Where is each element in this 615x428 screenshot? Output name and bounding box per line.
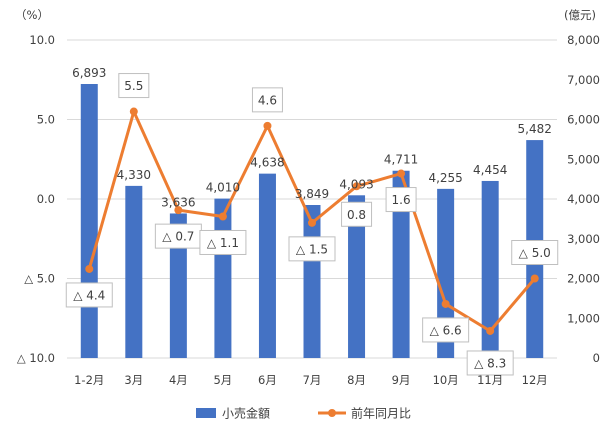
right-axis-tick-label: 0 — [593, 351, 600, 365]
bar-value-label: 3,849 — [295, 187, 329, 201]
line-value-box — [422, 317, 470, 343]
line-value-box — [341, 201, 373, 227]
bar — [481, 180, 499, 358]
line-value-label: △ 6.6 — [430, 323, 462, 337]
right-axis-tick-label: 6,000 — [567, 113, 600, 127]
right-axis-tick-label: 8,000 — [567, 33, 600, 47]
right-axis-tick-label: 1,000 — [567, 311, 600, 325]
line-point — [129, 107, 138, 116]
bar-value-label: 4,711 — [384, 153, 418, 167]
bar-value-label: 4,255 — [428, 171, 462, 185]
left-axis-tick-label: 0.0 — [37, 192, 55, 206]
bar-value-label: 4,454 — [473, 163, 507, 177]
bar-value-label: 4,093 — [339, 177, 373, 191]
line-value-label: △ 5.0 — [519, 246, 551, 260]
line-value-label: △ 1.5 — [296, 242, 328, 256]
bar — [258, 173, 276, 358]
x-axis-tick-label: 8月 — [347, 373, 366, 387]
x-axis-tick-label: 6月 — [258, 373, 277, 387]
line-value-box — [118, 73, 150, 99]
line-point — [263, 121, 272, 130]
right-axis-tick-label: 2,000 — [567, 272, 600, 286]
bar — [348, 195, 366, 358]
x-axis-tick-label: 5月 — [213, 373, 232, 387]
bar — [169, 213, 187, 358]
bar-value-label: 6,893 — [72, 66, 106, 80]
line-value-box — [511, 240, 559, 265]
line-point — [174, 206, 183, 215]
x-axis-tick-label: 7月 — [303, 373, 322, 387]
line-value-label: 5.5 — [124, 79, 143, 93]
line-value-label: 4.6 — [258, 93, 277, 107]
line-value-label: 0.8 — [347, 208, 366, 222]
left-axis-unit: （%） — [15, 8, 49, 22]
x-axis-tick-label: 3月 — [124, 373, 143, 387]
left-axis-tick-label: 5.0 — [37, 113, 55, 127]
line-value-box — [154, 223, 202, 249]
line-value-label: △ 4.4 — [73, 288, 105, 302]
bar-value-label: 3,636 — [161, 195, 195, 209]
line-point — [85, 264, 94, 273]
bar — [80, 84, 98, 359]
legend-label-bar: 小売金額 — [222, 406, 270, 421]
line-value-box — [385, 187, 417, 213]
line-value-label: 1.6 — [392, 193, 411, 207]
line-point — [218, 212, 227, 221]
bar-value-label: 4,638 — [250, 156, 284, 170]
line-series — [85, 107, 539, 335]
line-value-box — [466, 350, 514, 376]
legend-label-line: 前年同月比 — [351, 406, 411, 421]
x-axis-tick-label: 11月 — [477, 373, 503, 387]
legend-swatch-marker — [328, 409, 336, 417]
legend: 小売金額 前年同月比 — [196, 406, 411, 421]
right-axis-tick-label: 4,000 — [567, 192, 600, 206]
right-axis-unit: (億元) — [564, 8, 596, 22]
data-labels: 6,893 4,330 3,636 4,010 4,638 3,849 4,093 4,711… — [65, 66, 559, 376]
line-value-box — [65, 282, 113, 308]
legend-swatch-bar — [196, 408, 216, 418]
axes: 10.0 5.0 0.0 △ 5.0 △ 10.0 8,000 7,000 6,000 5,00… — [15, 8, 600, 387]
x-axis-tick-label: 9月 — [392, 373, 411, 387]
left-axis-tick-label: 10.0 — [29, 33, 55, 47]
x-axis-tick-label: 12月 — [522, 373, 548, 387]
line-point — [441, 299, 450, 308]
left-axis-tick-label: △ 5.0 — [24, 272, 55, 286]
line-value-box — [251, 87, 283, 113]
left-axis-tick-label: △ 10.0 — [17, 351, 55, 365]
line-point — [352, 182, 361, 191]
right-axis-tick-label: 7,000 — [567, 73, 600, 87]
x-axis-tick-label: 10月 — [433, 373, 459, 387]
bar — [437, 188, 455, 358]
right-axis-tick-label: 3,000 — [567, 232, 600, 246]
line-value-label: △ 8.3 — [474, 356, 506, 370]
line-value-box — [199, 229, 247, 255]
right-axis-tick-label: 5,000 — [567, 152, 600, 166]
bar — [303, 205, 321, 358]
bar — [392, 170, 410, 358]
bar-value-label: 5,482 — [518, 122, 552, 136]
line-point — [530, 274, 539, 283]
x-axis-tick-label: 4月 — [169, 373, 188, 387]
bar-value-label: 4,010 — [206, 181, 240, 195]
line-value-label: △ 0.7 — [162, 230, 194, 244]
line-value-box — [288, 236, 336, 262]
bar — [214, 198, 232, 358]
line-point — [397, 169, 406, 178]
line-point — [308, 218, 316, 227]
bar-value-label: 4,330 — [117, 168, 151, 182]
line-value-label: △ 1.1 — [207, 236, 239, 250]
x-axis-tick-label: 1-2月 — [74, 373, 104, 387]
line-point — [486, 326, 495, 335]
bar — [125, 185, 143, 358]
